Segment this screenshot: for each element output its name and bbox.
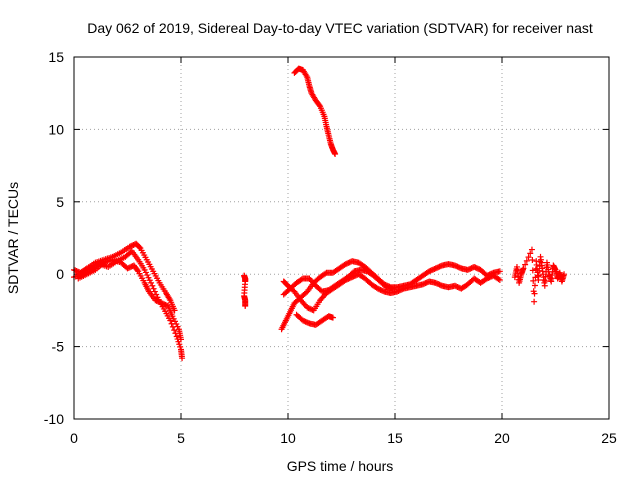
data-point xyxy=(141,266,148,273)
data-point xyxy=(174,323,181,330)
x-tick-label: 25 xyxy=(601,430,617,446)
data-point xyxy=(136,244,143,251)
y-tick-label: 0 xyxy=(56,266,64,282)
data-point xyxy=(530,277,537,284)
series-short-arc-8h xyxy=(241,272,249,310)
data-point xyxy=(142,269,149,276)
series-early-rising-C xyxy=(75,256,184,343)
x-tick-label: 5 xyxy=(177,430,185,446)
series-early-rising-A xyxy=(71,240,178,314)
y-tick-label: -10 xyxy=(44,411,64,427)
data-point xyxy=(171,327,178,334)
data-point xyxy=(172,318,179,325)
x-tick-label: 20 xyxy=(494,430,510,446)
y-tick-label: 15 xyxy=(48,49,64,65)
data-point xyxy=(173,321,180,328)
data-point xyxy=(151,288,158,295)
data-point xyxy=(149,282,156,289)
data-point xyxy=(529,257,536,264)
series-high-arc xyxy=(291,65,339,158)
data-point xyxy=(520,265,527,272)
series-low-tail xyxy=(293,311,336,328)
data-point xyxy=(561,271,568,278)
y-tick-label: 5 xyxy=(56,194,64,210)
data-point xyxy=(528,246,535,253)
series-mid-arc-C xyxy=(280,266,396,298)
data-point xyxy=(167,317,174,324)
data-point xyxy=(495,276,502,283)
x-tick-label: 10 xyxy=(280,430,296,446)
data-point xyxy=(176,341,183,348)
data-point xyxy=(145,274,152,281)
data-point xyxy=(389,285,396,292)
data-point xyxy=(531,298,538,305)
data-point xyxy=(527,250,534,257)
data-point xyxy=(144,272,151,279)
data-point xyxy=(329,314,336,321)
grid xyxy=(74,57,609,419)
data-point xyxy=(134,267,141,274)
data-point xyxy=(179,355,186,362)
data-point xyxy=(522,261,529,268)
x-axis-label: GPS time / hours xyxy=(287,458,394,474)
y-tick-label: 10 xyxy=(48,121,64,137)
data-points xyxy=(71,65,568,362)
data-point xyxy=(316,102,323,109)
data-point xyxy=(496,268,503,275)
data-point xyxy=(496,276,503,283)
data-point xyxy=(150,285,157,292)
data-point xyxy=(332,151,339,158)
data-point xyxy=(177,343,184,350)
data-point xyxy=(178,336,184,343)
data-point xyxy=(531,290,538,297)
data-point xyxy=(173,333,180,340)
y-tick-label: -5 xyxy=(52,339,65,355)
data-point xyxy=(523,257,530,264)
data-point xyxy=(170,315,177,322)
data-point xyxy=(146,277,153,284)
chart-title: Day 062 of 2019, Sidereal Day-to-day VTE… xyxy=(87,20,593,36)
data-point xyxy=(148,279,155,286)
data-point xyxy=(169,313,176,320)
series-mid-arc-B xyxy=(280,271,503,314)
plot-frame xyxy=(73,56,610,420)
y-axis-label: SDTVAR / TECUs xyxy=(5,182,21,294)
series-late-cluster xyxy=(511,246,568,305)
data-point xyxy=(529,267,536,274)
x-tick-label: 0 xyxy=(70,430,78,446)
data-point xyxy=(242,303,249,310)
x-tick-label: 15 xyxy=(387,430,403,446)
data-point xyxy=(525,254,532,261)
data-point xyxy=(531,282,538,289)
